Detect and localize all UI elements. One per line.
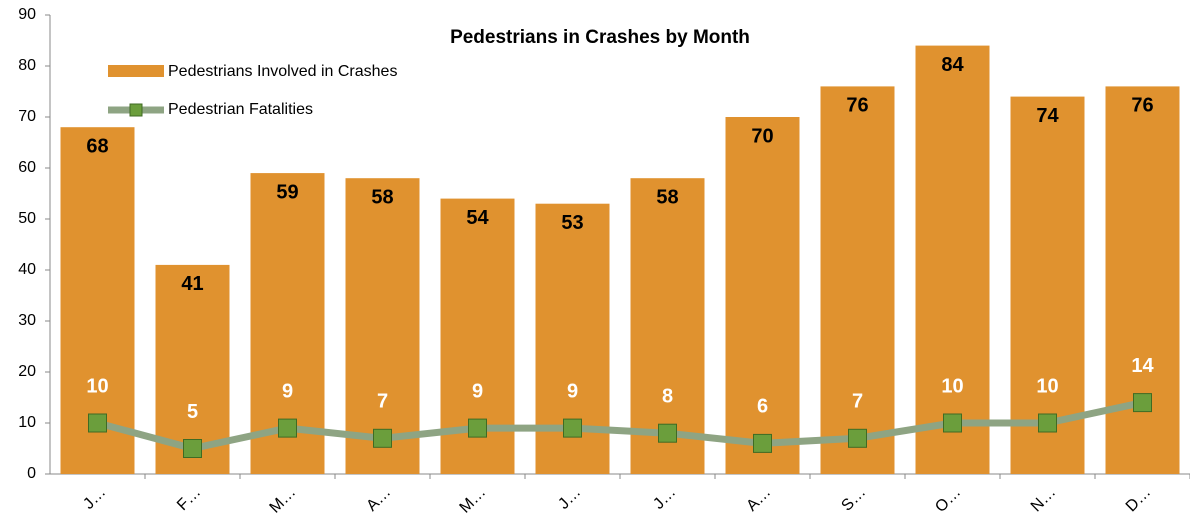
legend-swatch — [108, 65, 164, 77]
x-tick-label: M… — [457, 484, 490, 516]
marker — [563, 418, 582, 438]
x-tick-label: F… — [174, 484, 204, 514]
x-tick-label: M… — [267, 484, 300, 516]
x-tick-label: S… — [838, 484, 869, 515]
legend-label: Pedestrian Fatalities — [168, 101, 313, 118]
line-label: 9 — [472, 380, 483, 402]
bar-label: 58 — [371, 186, 393, 208]
x-tick-label: J… — [650, 484, 679, 513]
marker — [1133, 393, 1152, 413]
y-tick-label: 80 — [18, 57, 36, 74]
line-label: 14 — [1131, 355, 1154, 377]
y-tick-label: 50 — [18, 210, 36, 227]
y-tick-label: 70 — [18, 108, 36, 125]
line-label: 8 — [662, 385, 673, 407]
line — [96, 399, 1144, 452]
x-tick-label: D… — [1123, 484, 1155, 516]
bar-label: 76 — [846, 95, 868, 117]
line-label: 5 — [187, 401, 198, 423]
y-tick-label: 40 — [18, 261, 36, 278]
bar-label: 41 — [181, 273, 203, 295]
bar — [1105, 86, 1180, 475]
line-label: 9 — [282, 380, 293, 402]
marker — [468, 418, 487, 438]
y-tick-label: 30 — [18, 312, 36, 329]
marker — [753, 433, 772, 453]
y-tick-label: 20 — [18, 363, 36, 380]
y-tick-label: 90 — [18, 6, 36, 23]
bar — [915, 45, 990, 474]
y-tick-label: 10 — [18, 414, 36, 431]
line-label: 10 — [1036, 375, 1058, 397]
bar — [725, 117, 800, 474]
x-tick-label: O… — [932, 484, 964, 516]
chart-title: Pedestrians in Crashes by Month — [450, 27, 750, 48]
bar — [820, 86, 895, 475]
line-label: 7 — [377, 391, 388, 413]
x-tick-label: A… — [743, 484, 774, 515]
marker — [1038, 413, 1057, 433]
x-tick-label: J… — [555, 484, 584, 513]
bar-label: 58 — [656, 186, 678, 208]
bar-label: 59 — [276, 181, 298, 203]
bar — [1010, 96, 1085, 474]
bar — [345, 178, 420, 474]
line-label: 10 — [941, 375, 963, 397]
x-tick-label: J… — [80, 484, 109, 513]
marker — [848, 428, 867, 448]
marker — [278, 418, 297, 438]
bar-label: 74 — [1036, 105, 1059, 127]
y-tick-label: 0 — [27, 465, 36, 482]
bar-label: 54 — [466, 207, 489, 229]
y-tick-label: 60 — [18, 159, 36, 176]
marker — [88, 413, 107, 433]
bar-label: 76 — [1131, 95, 1153, 117]
line-label: 7 — [852, 391, 863, 413]
bar-label: 84 — [941, 54, 964, 76]
x-tick-label: A… — [363, 484, 394, 515]
line-label: 6 — [757, 396, 768, 418]
bar-label: 68 — [86, 135, 108, 157]
bar-label: 70 — [751, 125, 773, 147]
marker — [658, 423, 677, 443]
legend-marker — [129, 103, 143, 117]
legend-label: Pedestrians Involved in Crashes — [168, 63, 397, 80]
line-label: 9 — [567, 380, 578, 402]
x-tick-label: N… — [1028, 484, 1060, 516]
marker — [373, 428, 392, 448]
marker — [183, 439, 202, 458]
line-label: 10 — [86, 375, 108, 397]
bar-label: 53 — [561, 212, 583, 234]
marker — [943, 413, 962, 433]
